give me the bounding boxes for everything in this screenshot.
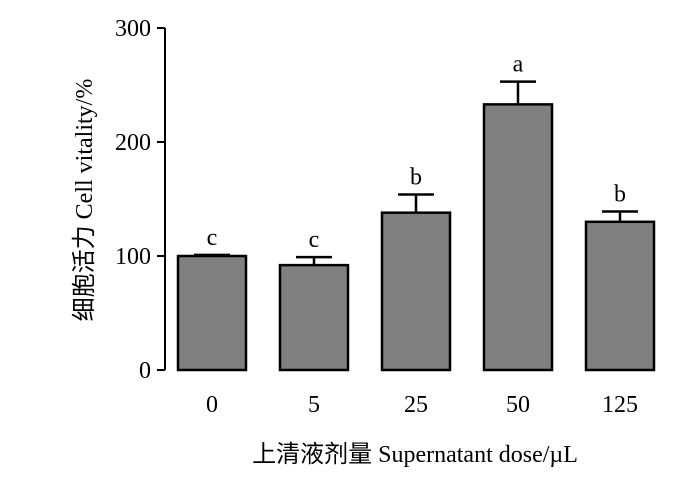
significance-letter: b (614, 182, 626, 208)
y-tick-label: 200 (115, 130, 151, 156)
x-tick-label: 25 (404, 392, 428, 418)
x-tick-label: 0 (206, 392, 218, 418)
x-tick-label: 5 (308, 392, 320, 418)
y-tick-labels: 0 100 200 300 (115, 16, 151, 384)
y-axis-label: 细胞活力 Cell vitality/% (71, 79, 98, 322)
x-tick-labels: 0 5 25 50 125 (206, 392, 638, 418)
significance-letter: c (309, 227, 320, 253)
x-tick-label: 50 (506, 392, 530, 418)
bar (380, 211, 452, 372)
y-tick-label: 0 (139, 358, 151, 384)
significance-letter: b (410, 164, 422, 190)
x-tick-label: 125 (602, 392, 638, 418)
bar (482, 103, 554, 372)
y-tick-label: 100 (115, 244, 151, 270)
significance-letter: c (207, 225, 218, 251)
bars: c c b a b (176, 52, 656, 372)
bar (278, 263, 350, 372)
axes (157, 27, 166, 371)
significance-letter: a (513, 52, 524, 78)
y-tick-label: 300 (115, 16, 151, 42)
bar (584, 220, 656, 372)
x-axis-label: 上清液剂量 Supernatant dose/µL (252, 441, 578, 468)
bar (176, 254, 248, 372)
